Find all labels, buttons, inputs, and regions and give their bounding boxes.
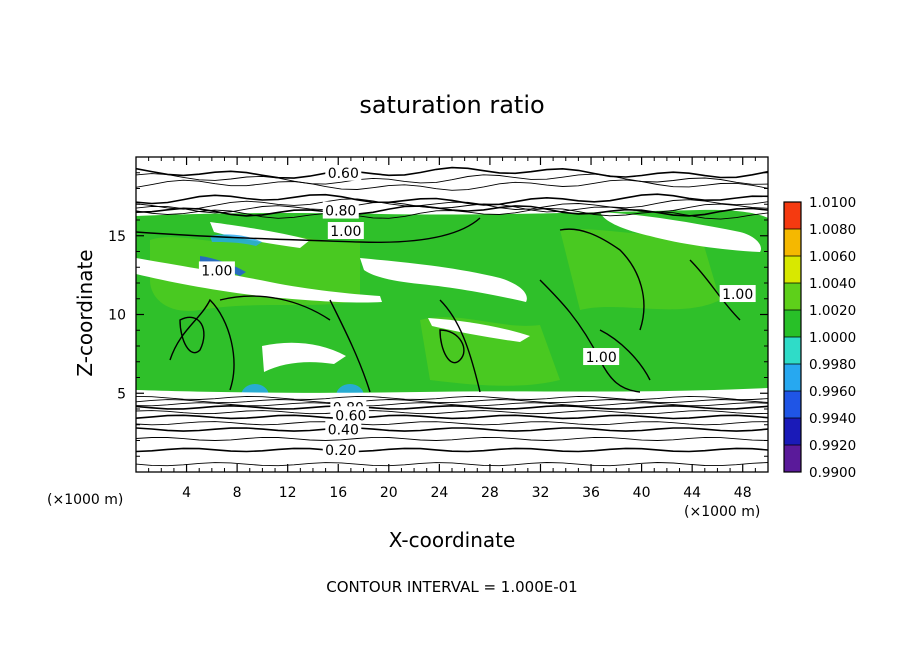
colorbar-swatch (784, 391, 801, 418)
colorbar-swatch (784, 256, 801, 283)
contour-line (136, 410, 768, 415)
plot-field (136, 209, 768, 472)
x-tick-label: 28 (481, 485, 499, 501)
contour-label: 1.00 (201, 263, 232, 279)
colorbar: 0.9900 0.9920 0.9940 0.9960 0.9980 1.0000 1.00… (783, 195, 856, 481)
colorbar-label: 0.9940 (809, 411, 856, 427)
x-tick-label: 8 (233, 485, 242, 501)
contour-line (136, 421, 768, 426)
y-tick-label: 10 (108, 308, 126, 324)
x-axis: 4 8 12 16 20 24 28 32 36 40 44 48 (148, 157, 756, 501)
dry-tongue-3 (600, 212, 762, 252)
colorbar-label: 1.0060 (809, 249, 856, 265)
contour-label: 0.60 (335, 408, 366, 424)
lower-dry-band (136, 388, 768, 472)
colorbar-label: 1.0040 (809, 276, 856, 292)
colorbar-label: 1.0080 (809, 222, 856, 238)
contour-line (136, 193, 768, 206)
contour-line (136, 399, 768, 404)
colorbar-swatch (784, 364, 801, 391)
colorbar-label: 0.9960 (809, 384, 856, 400)
contour-label: 0.20 (325, 443, 356, 459)
contour-line (136, 402, 768, 407)
x-tick-label: 24 (430, 485, 448, 501)
dry-tongue-2 (360, 258, 527, 302)
contour-line (136, 447, 768, 453)
colorbar-swatch (784, 283, 801, 310)
horizontal-contours (136, 166, 768, 467)
dry-tongue-6 (262, 342, 346, 372)
contour-line (136, 201, 768, 214)
contour-label: 1.00 (586, 350, 617, 366)
x-unit-right: (×1000 m) (684, 504, 760, 520)
x-tick-label: 40 (633, 485, 651, 501)
contour-label-bg (325, 163, 362, 181)
colorbar-label: 1.0100 (809, 195, 856, 211)
dry-tongue-1 (136, 258, 382, 303)
y-tick-label: 15 (108, 229, 126, 245)
contour-line (136, 436, 768, 441)
contour-label-bg (322, 201, 359, 219)
y-tick-label: 5 (117, 386, 126, 402)
colorbar-label: 0.9900 (809, 465, 856, 481)
contour-label-bg (327, 222, 364, 240)
x-tick-label: 12 (279, 485, 297, 501)
colorbar-swatch (784, 445, 801, 472)
contour-label-bg (198, 261, 235, 279)
moist-layer-patches (150, 228, 720, 386)
contour-label-bg (332, 406, 369, 424)
contour-labels: 0.600.801.001.001.001.000.800.600.400.20 (198, 163, 756, 459)
contour-interval-note: CONTOUR INTERVAL = 1.000E-01 (326, 578, 577, 596)
contour-label: 1.00 (330, 224, 361, 240)
colorbar-swatch (784, 229, 801, 256)
contour-line (136, 462, 768, 467)
x-tick-label: 48 (734, 485, 752, 501)
contour-label-bg (325, 420, 362, 438)
contour-label-bg (583, 348, 620, 366)
x-unit-left: (×1000 m) (47, 492, 123, 508)
contour-label: 0.40 (328, 422, 359, 438)
colorbar-swatch (784, 418, 801, 445)
contour-1.00 (136, 217, 741, 393)
x-tick-label: 16 (329, 485, 347, 501)
colorbar-label: 1.0020 (809, 303, 856, 319)
dry-tongue-4 (210, 222, 310, 248)
chart-title: saturation ratio (359, 91, 544, 119)
x-tick-label: 36 (582, 485, 600, 501)
y-axis-label: Z-coordinate (73, 249, 97, 376)
contour-line (136, 179, 768, 191)
contour-line (136, 205, 768, 217)
colorbar-label: 1.0000 (809, 330, 856, 346)
contour-line (136, 198, 768, 210)
colorbar-label: 0.9980 (809, 357, 856, 373)
colorbar-swatch (784, 310, 801, 337)
x-tick-label: 20 (380, 485, 398, 501)
contour-label: 0.80 (325, 204, 356, 220)
contour-line (136, 427, 768, 432)
contour-line (136, 166, 768, 179)
contour-line (136, 395, 768, 400)
x-tick-label: 44 (683, 485, 701, 501)
dry-tongue-5 (428, 318, 530, 342)
contour-line (136, 414, 768, 420)
contour-line (136, 404, 768, 410)
contour-label-bg (322, 440, 359, 458)
contour-line (136, 173, 768, 185)
contour-label: 1.00 (722, 287, 753, 303)
x-tick-label: 32 (532, 485, 550, 501)
colorbar-swatch (784, 202, 801, 229)
colorbar-label: 0.9920 (809, 438, 856, 454)
y-axis: 5 10 15 (108, 172, 768, 457)
colorbar-swatch (784, 337, 801, 364)
x-tick-label: 4 (182, 485, 191, 501)
contour-label-bg (719, 285, 756, 303)
x-axis-label: X-coordinate (389, 528, 516, 552)
contour-label: 0.60 (328, 166, 359, 182)
